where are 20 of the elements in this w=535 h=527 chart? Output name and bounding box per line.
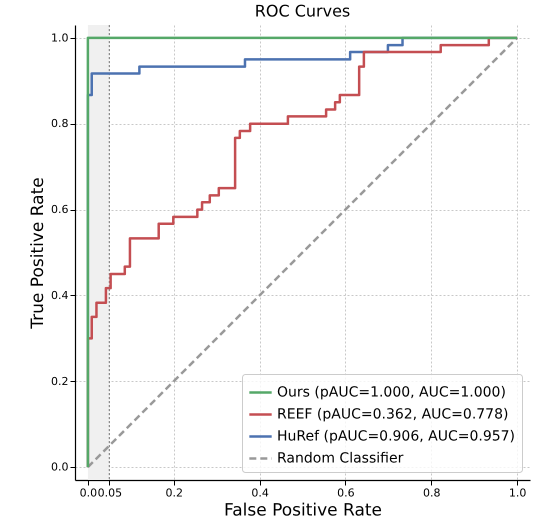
- y-axis-title: True Positive Rate: [28, 177, 48, 330]
- x-tick-label: 0.6: [337, 486, 355, 500]
- x-tick-label: 0.0: [80, 486, 98, 500]
- x-tick-label: 1.0: [508, 486, 526, 500]
- legend-label: Ours (pAUC=1.000, AUC=1.000): [277, 384, 506, 400]
- x-axis-title: False Positive Rate: [224, 500, 382, 520]
- x-tick-label: 0.8: [423, 486, 441, 500]
- y-tick-label: 0.8: [51, 117, 68, 130]
- legend-label: REEF (pAUC=0.362, AUC=0.778): [277, 406, 508, 422]
- legend-label: HuRef (pAUC=0.906, AUC=0.957): [277, 428, 516, 444]
- y-tick-label: 0.2: [51, 374, 68, 388]
- legend-label: Random Classifier: [277, 450, 404, 466]
- x-tick-label: 0.2: [165, 486, 183, 500]
- x-tick-label: 0.4: [251, 486, 269, 500]
- y-tick-label: 1.0: [51, 31, 68, 44]
- y-tick-label: 0.6: [51, 203, 68, 216]
- x-tick-label: 0.05: [98, 486, 122, 500]
- y-tick-label: 0.0: [51, 460, 68, 474]
- chart-title: ROC Curves: [254, 1, 350, 20]
- y-tick-label: 0.4: [51, 288, 68, 302]
